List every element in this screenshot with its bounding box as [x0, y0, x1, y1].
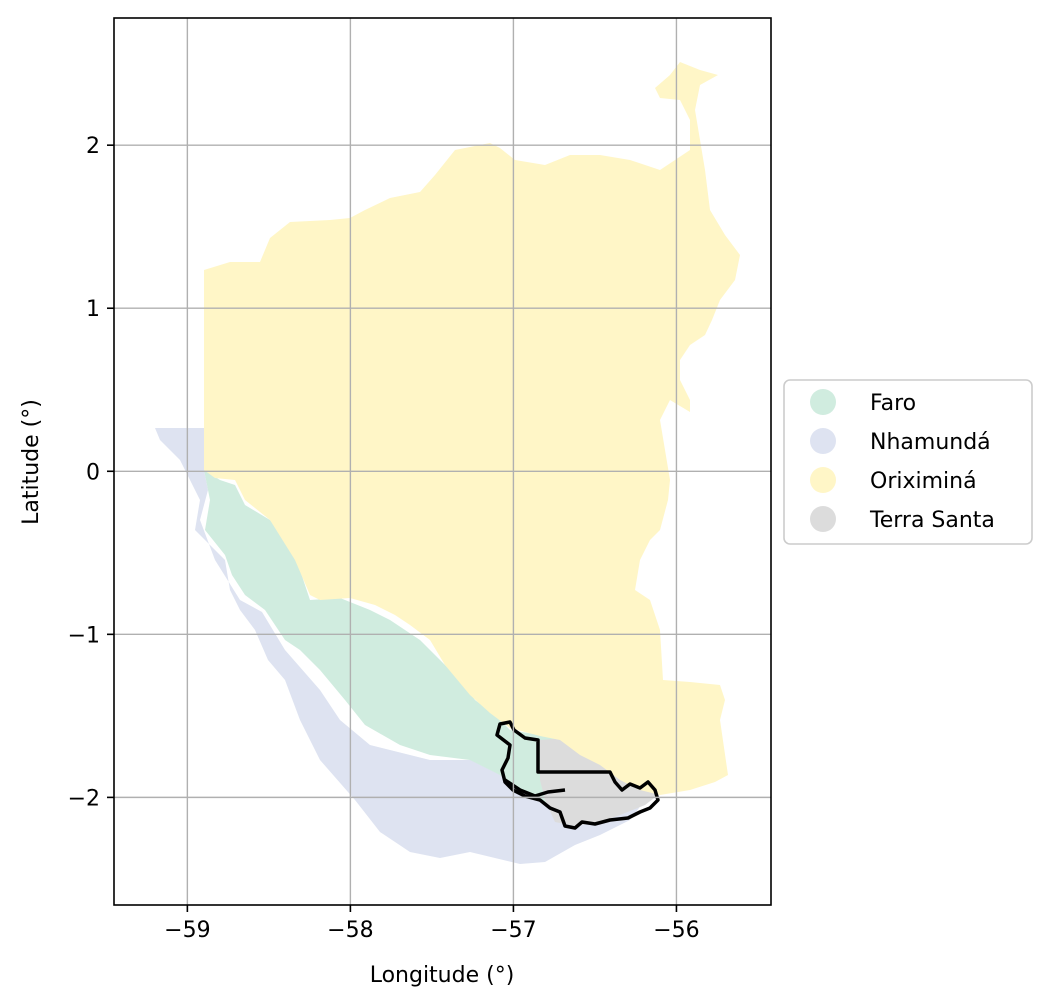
map-grid: [114, 18, 771, 905]
y-tick-label: −2: [68, 786, 100, 811]
highlight-outline: [495, 720, 660, 830]
y-tick-label: −1: [68, 623, 100, 648]
x-tick-label: −59: [164, 918, 210, 943]
map-regions: [155, 62, 740, 864]
legend-label: Oriximiná: [870, 469, 977, 494]
region-oriximina: [204, 62, 740, 795]
region-terra-santa: [540, 738, 658, 826]
legend-marker: [810, 389, 836, 415]
legend-label: Faro: [870, 391, 916, 416]
legend-frame: [783, 379, 1033, 545]
y-tick-label: 2: [86, 134, 100, 159]
x-axis-label: Longitude (°): [370, 963, 515, 988]
y-tick-label: 1: [86, 297, 100, 322]
legend-label: Nhamundá: [870, 430, 991, 455]
y-tick-label: 0: [86, 460, 100, 485]
legend-label: Terra Santa: [869, 508, 995, 533]
legend-marker: [810, 506, 836, 532]
y-axis-label: Latitude (°): [19, 399, 44, 525]
x-tick-label: −56: [653, 918, 699, 943]
highlight-outline-inner: [504, 778, 566, 798]
y-axis-ticks: −2 −1 0 1 2: [68, 134, 114, 811]
axes-frame: [113, 17, 772, 906]
region-faro: [204, 470, 645, 820]
legend-marker: [810, 428, 836, 454]
x-axis-ticks: −59 −58 −57 −56: [164, 905, 700, 943]
legend: Faro Nhamundá Oriximiná Terra Santa: [783, 379, 1033, 545]
x-tick-label: −57: [490, 918, 536, 943]
legend-marker: [810, 467, 836, 493]
x-tick-label: −58: [327, 918, 373, 943]
